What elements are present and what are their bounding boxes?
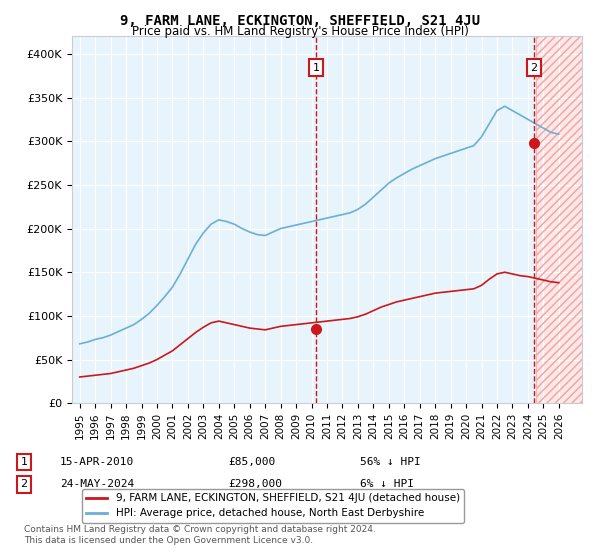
Text: 9, FARM LANE, ECKINGTON, SHEFFIELD, S21 4JU: 9, FARM LANE, ECKINGTON, SHEFFIELD, S21 … (120, 14, 480, 28)
Text: 24-MAY-2024: 24-MAY-2024 (60, 479, 134, 489)
Text: 1: 1 (20, 457, 28, 467)
Text: 56% ↓ HPI: 56% ↓ HPI (360, 457, 421, 467)
Text: 1: 1 (313, 63, 320, 73)
Text: Price paid vs. HM Land Registry's House Price Index (HPI): Price paid vs. HM Land Registry's House … (131, 25, 469, 38)
Bar (536, 36, 582, 403)
Text: 15-APR-2010: 15-APR-2010 (60, 457, 134, 467)
Text: £85,000: £85,000 (228, 457, 275, 467)
Text: 6% ↓ HPI: 6% ↓ HPI (360, 479, 414, 489)
Text: This data is licensed under the Open Government Licence v3.0.: This data is licensed under the Open Gov… (24, 536, 313, 545)
Text: 2: 2 (530, 63, 538, 73)
Text: £298,000: £298,000 (228, 479, 282, 489)
Bar (536, 36, 582, 403)
Legend: 9, FARM LANE, ECKINGTON, SHEFFIELD, S21 4JU (detached house), HPI: Average price: 9, FARM LANE, ECKINGTON, SHEFFIELD, S21 … (82, 489, 464, 522)
Text: Contains HM Land Registry data © Crown copyright and database right 2024.: Contains HM Land Registry data © Crown c… (24, 525, 376, 534)
Text: 2: 2 (20, 479, 28, 489)
